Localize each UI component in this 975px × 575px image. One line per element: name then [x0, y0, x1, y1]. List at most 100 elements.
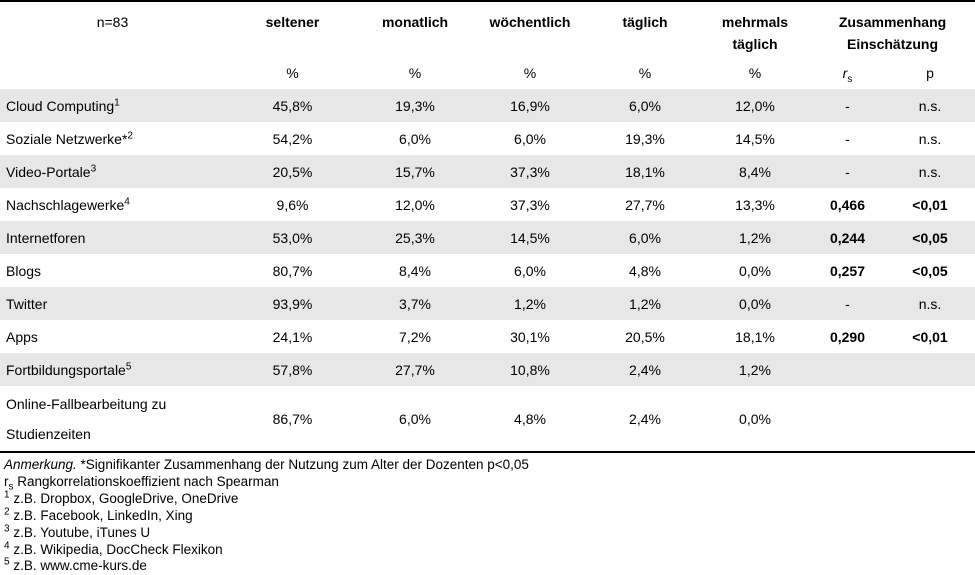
column-header-zusammenhang-einschaetzung: Zusammenhang Einschätzung — [838, 14, 947, 52]
table-row: Video-Portale3 20,5% 15,7% 37,3% 18,1% 8,4% - n… — [0, 155, 975, 188]
percent-value-cell: 24,1% — [272, 328, 313, 345]
percent-value-cell: 80,7% — [272, 262, 313, 279]
footnote-marker: 4 — [4, 540, 10, 552]
percent-value-cell: 10,8% — [510, 361, 550, 378]
column-header-seltener: seltener — [265, 14, 320, 30]
table-header: n=83 seltener monatlich wöchentlich tägl… — [0, 1, 975, 89]
percent-value-cell: 0,0% — [739, 410, 771, 427]
note-spearman: rs Rangkorrelationskoeffizient nach Spea… — [4, 474, 975, 492]
row-label-text: Fortbildungsportale — [6, 361, 126, 378]
percent-value-cell: 54,2% — [272, 130, 313, 147]
p-value-cell: n.s. — [918, 295, 942, 312]
unit-rs: rs — [810, 56, 885, 89]
row-label-text: Nachschlagewerke — [6, 196, 125, 213]
p-value-cell — [885, 353, 975, 386]
percent-value-cell: 1,2% — [629, 295, 661, 312]
percent-value-cell: 18,1% — [735, 328, 775, 345]
percent-value-cell: 53,0% — [272, 229, 313, 246]
footnote-5: 5 z.B. www.cme-kurs.de — [4, 557, 975, 575]
percent-value-cell: 15,7% — [395, 163, 435, 180]
footnote-text: z.B. www.cme-kurs.de — [9, 558, 147, 574]
rs-base: r — [842, 64, 848, 81]
row-label-text: Cloud Computing — [6, 97, 115, 114]
p-value-cell: <0,01 — [912, 196, 948, 213]
table-row: Online-Fallbearbeitung zu Studienzeiten 8… — [0, 386, 975, 452]
percent-value-cell: 37,3% — [510, 196, 550, 213]
percent-value-cell: 37,3% — [510, 163, 550, 180]
unit-percent: % — [523, 64, 537, 81]
p-value-cell: <0,01 — [912, 328, 948, 345]
percent-value-cell: 6,0% — [399, 130, 431, 147]
percent-value-cell: 12,0% — [395, 196, 435, 213]
footnote-3: 3 z.B. Youtube, iTunes U — [4, 523, 975, 542]
percent-value-cell: 2,4% — [629, 361, 661, 378]
percent-value-cell: 86,7% — [272, 410, 313, 427]
row-label: Nachschlagewerke4 — [0, 188, 225, 221]
percent-value-cell: 8,4% — [399, 262, 431, 279]
percent-value-cell: 13,3% — [735, 196, 775, 213]
unit-row: % % % % % rs p — [0, 56, 975, 89]
percent-value-cell: 14,5% — [510, 229, 550, 246]
percent-value-cell: 8,4% — [739, 163, 771, 180]
row-label-superscript: 1 — [114, 96, 120, 108]
percent-value-cell: 1,2% — [514, 295, 546, 312]
rs-value-cell: - — [845, 163, 850, 180]
row-label-text: Twitter — [6, 295, 48, 312]
rs-value-cell — [810, 386, 885, 452]
table-row: Nachschlagewerke4 9,6% 12,0% 37,3% 27,7% 13,3… — [0, 188, 975, 221]
percent-value-cell: 19,3% — [625, 130, 665, 147]
percent-value-cell: 12,0% — [735, 97, 775, 114]
sample-size-label: n=83 — [96, 14, 129, 30]
percent-value-cell: 3,7% — [399, 295, 431, 312]
rs-value-cell: 0,244 — [829, 229, 866, 246]
p-value-cell — [885, 386, 975, 452]
percent-value-cell: 30,1% — [510, 328, 550, 345]
row-label: Cloud Computing1 — [0, 89, 225, 122]
table-notes: Anmerkung. *Signifikanter Zusammenhang d… — [0, 453, 975, 575]
column-header-woechentlich: wöchentlich — [489, 14, 571, 30]
percent-value-cell: 1,2% — [739, 361, 771, 378]
p-value-cell: <0,05 — [912, 262, 948, 279]
note-anmerkung-word: Anmerkung. — [4, 457, 77, 472]
row-label: Internetforen — [0, 221, 225, 254]
row-label-text: Online-Fallbearbeitung zu Studienzeiten — [6, 395, 167, 442]
row-label-text: Apps — [6, 328, 38, 345]
unit-percent: % — [286, 64, 299, 81]
footnote-1: 1 z.B. Dropbox, GoogleDrive, OneDrive — [4, 490, 975, 508]
rs-value-cell: - — [845, 295, 850, 312]
row-label: Blogs — [0, 254, 225, 287]
unit-p: p — [926, 64, 934, 81]
row-label-superscript: 3 — [90, 162, 97, 174]
table-row: Apps 24,1% 7,2% 30,1% 20,5% 18,1% 0,290 <0,01 — [0, 320, 975, 353]
table-row: Internetforen 53,0% 25,3% 14,5% 6,0% 1,2% 0,24… — [0, 221, 975, 254]
percent-value-cell: 6,0% — [399, 410, 431, 427]
p-value-cell: <0,05 — [912, 229, 948, 246]
row-label: Online-Fallbearbeitung zu Studienzeiten — [0, 386, 225, 452]
percent-value-cell: 27,7% — [625, 196, 665, 213]
column-header-taeglich: täglich — [622, 14, 668, 30]
row-label-superscript: 2 — [127, 129, 133, 141]
percent-value-cell: 18,1% — [625, 163, 665, 180]
row-label: Fortbildungsportale5 — [0, 353, 225, 386]
rs-value-cell — [810, 353, 885, 386]
p-value-cell: n.s. — [918, 163, 942, 180]
footnote-marker: 3 — [4, 523, 10, 535]
percent-value-cell: 16,9% — [510, 97, 550, 114]
percent-value-cell: 19,3% — [395, 97, 435, 114]
row-label: Soziale Netzwerke*2 — [0, 122, 225, 155]
row-label-superscript: 5 — [125, 360, 132, 372]
rs-value-cell: 0,466 — [829, 196, 866, 213]
percent-value-cell: 6,0% — [629, 229, 661, 246]
table-row: Blogs 80,7% 8,4% 6,0% 4,8% 0,0% 0,257 <0,05 — [0, 254, 975, 287]
row-label-text: Video-Portale — [6, 163, 91, 180]
table-row: Cloud Computing1 45,8% 19,3% 16,9% 6,0% 12,0%… — [0, 89, 975, 122]
row-label: Twitter — [0, 287, 225, 320]
footnote-2: 2 z.B. Facebook, LinkedIn, Xing — [4, 507, 975, 525]
unit-empty — [0, 56, 225, 89]
percent-value-cell: 6,0% — [514, 262, 546, 279]
footnote-4: 4 z.B. Wikipedia, DocCheck Flexikon — [4, 540, 975, 559]
p-value-cell: n.s. — [918, 130, 942, 147]
table-row: Fortbildungsportale5 57,8% 27,7% 10,8% 2,4% 1… — [0, 353, 975, 386]
unit-percent: % — [638, 64, 652, 81]
